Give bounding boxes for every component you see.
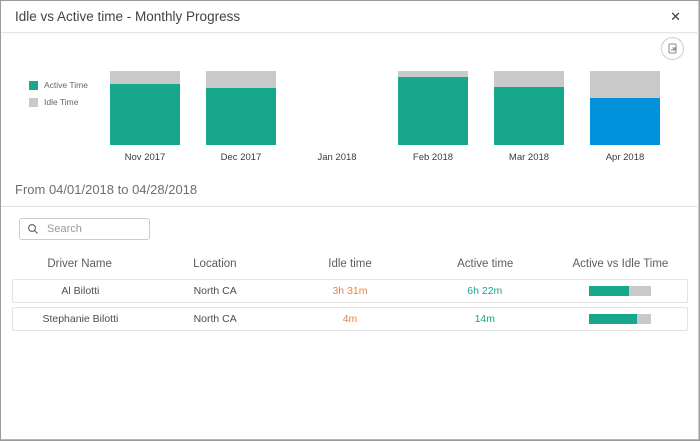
table-body: Al Bilotti North CA 3h 31m 6h 22m Stephanie … [12,279,688,331]
month-label: Dec 2017 [220,152,262,163]
month-label: Nov 2017 [124,152,166,163]
legend-item-active-time[interactable]: Active Time [29,80,88,90]
idle-time-segment [206,71,276,88]
active-vs-idle-bar [588,314,651,324]
column-header: Active vs Idle Time [572,258,669,270]
month-bar[interactable] [206,71,276,145]
idle-time-segment [494,71,564,87]
active-vs-idle-bar [588,286,651,296]
table-row[interactable]: Stephanie Bilotti North CA 4m 14m [12,307,688,331]
active-time-segment [590,98,660,145]
date-range-label: From 04/01/2018 to 04/28/2018 [1,178,699,207]
active-time-cell: 6h 22m [467,285,503,297]
active-time-swatch [29,80,38,90]
month-label: Apr 2018 [605,152,645,163]
legend-item-idle-time[interactable]: Idle Time [29,97,88,107]
chart-month-slot: Nov 2017 [97,71,193,163]
chart-month-slot: Apr 2018 [577,71,673,163]
active-vs-idle-cell [552,286,687,296]
month-label: Mar 2018 [508,152,550,163]
month-bar[interactable] [110,71,180,145]
drivers-table: Driver Name Location Idle time Active time A… [12,252,688,331]
active-time-segment [398,77,468,145]
idle-time-segment [110,71,180,84]
month-bar[interactable] [494,71,564,145]
monthly-progress-chart: Active Time Idle Time Nov 2017 Dec 2017 Ja… [1,33,699,166]
table-header-row: Driver Name Location Idle time Active time A… [12,252,688,279]
idle-time-cell: 3h 31m [332,285,368,297]
idle-time-segment [590,71,660,98]
search-input[interactable] [45,222,142,236]
search-box [19,218,150,240]
search-icon [27,223,39,235]
location-cell: North CA [193,285,237,297]
column-header: Location [193,258,237,270]
chart-month-slot: Jan 2018 [289,71,385,163]
idle-time-swatch [29,97,38,107]
column-header: Driver Name [47,258,112,270]
month-bar[interactable] [590,71,660,145]
table-row[interactable]: Al Bilotti North CA 3h 31m 6h 22m [12,279,688,303]
column-header: Idle time [328,258,372,270]
driver-name-cell: Stephanie Bilotti [42,313,119,325]
active-time-segment [206,88,276,145]
chart-bars: Nov 2017 Dec 2017 Jan 2018 Feb 2018 Mar 2018… [97,71,673,163]
active-vs-idle-cell [552,314,687,324]
active-ratio-fill [588,314,637,324]
active-ratio-fill [588,286,629,296]
dialog-titlebar: Idle vs Active time - Monthly Progress ✕ [1,1,699,33]
export-chart-icon [667,43,679,55]
export-chart-button[interactable] [661,37,684,60]
month-label: Feb 2018 [412,152,454,163]
chart-month-slot: Feb 2018 [385,71,481,163]
active-time-cell: 14m [474,313,495,325]
legend-label: Idle Time [44,97,79,107]
idle-time-cell: 4m [342,313,358,325]
idle-time-segment [398,71,468,77]
chart-month-slot: Mar 2018 [481,71,577,163]
location-cell: North CA [193,313,237,325]
chart-month-slot: Dec 2017 [193,71,289,163]
close-icon[interactable]: ✕ [666,8,685,25]
dialog-title: Idle vs Active time - Monthly Progress [15,9,241,24]
active-time-segment [110,84,180,145]
legend-label: Active Time [44,80,88,90]
active-time-segment [494,87,564,145]
column-header: Active time [457,258,514,270]
month-bar[interactable] [398,71,468,145]
empty-month-slot [302,71,372,145]
driver-name-cell: Al Bilotti [61,285,100,297]
chart-legend: Active Time Idle Time [29,80,88,114]
month-label: Jan 2018 [317,152,357,163]
